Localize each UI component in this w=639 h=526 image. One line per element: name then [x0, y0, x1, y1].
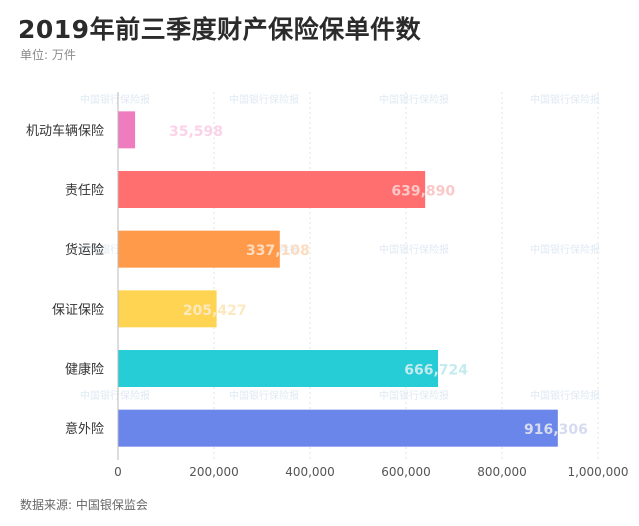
bar: [118, 230, 280, 268]
bar: [118, 171, 426, 208]
x-tick-label: 600,000: [381, 465, 431, 479]
value-label: 337,108: [246, 243, 310, 259]
watermark-text: 中国银行保险报: [530, 389, 600, 402]
axis-layer: 0 200,000 400,000 600,000 800,000 1,000,000: [114, 92, 629, 479]
category-label: 健康险: [65, 362, 104, 378]
category-label: 意外险: [65, 421, 104, 437]
category-label: 机动车辆保险: [26, 123, 104, 139]
value-label: 639,890: [391, 184, 455, 200]
x-tick-label: 1,000,000: [567, 465, 628, 479]
value-label: 35,598: [169, 124, 223, 140]
bar: [118, 111, 136, 149]
bar: [118, 350, 439, 387]
bar: [118, 290, 217, 328]
category-label: 责任险: [65, 184, 104, 199]
watermark-text: 中国银行保险报: [80, 389, 150, 402]
x-tick-label: 800,000: [477, 465, 527, 479]
bar: [118, 409, 558, 447]
value-label: 666,724: [404, 363, 468, 379]
chart-title: 2019年前三季度财产保险保单件数: [18, 15, 422, 44]
category-label: 保证保险: [52, 303, 104, 318]
x-tick-label: 400,000: [285, 465, 335, 479]
x-tick-label: 0: [114, 465, 122, 479]
grid-layer: [213, 92, 599, 460]
watermark-text: 中国银行保险报: [80, 93, 150, 106]
bars-layer: [118, 111, 558, 447]
unit-subtitle: 单位: 万件: [20, 48, 76, 62]
watermark-text: 中国银行保险报: [379, 389, 449, 402]
x-tick-label: 200,000: [189, 465, 239, 479]
watermark-text: 中国银行保险报: [229, 93, 299, 106]
watermark-text: 中国银行保险报: [229, 389, 299, 402]
watermark-text: 中国银行保险报: [379, 243, 449, 256]
value-label: 205,427: [183, 303, 247, 319]
value-labels-layer: 机动车辆保险 35,598 责任险 639,890 货运险 337,108 保证保险 205,…: [26, 123, 588, 438]
category-label: 货运险: [65, 242, 104, 258]
watermark-text: 中国银行保险报: [530, 93, 600, 106]
value-label: 916,306: [524, 422, 588, 438]
watermark-text: 中国银行保险报: [530, 243, 600, 256]
data-source: 数据来源: 中国银保监会: [20, 498, 148, 512]
watermark-text: 中国银行保险报: [379, 93, 449, 106]
